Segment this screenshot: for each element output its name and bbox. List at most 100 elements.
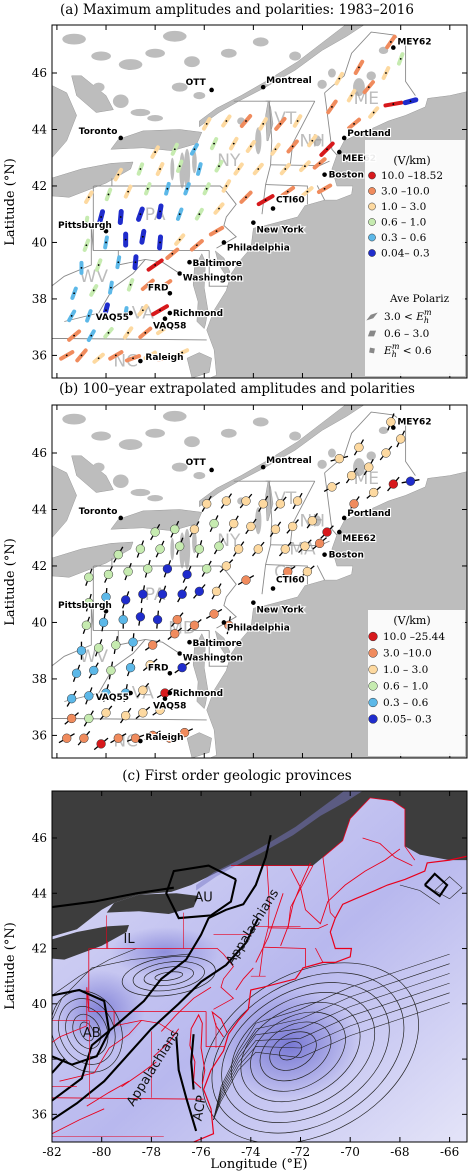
lat-tick-label: 44: [32, 122, 48, 136]
station-b: [106, 661, 116, 680]
amplitude-marker: [84, 691, 94, 701]
amplitude-marker: [288, 521, 298, 532]
amplitude-marker: [66, 694, 77, 704]
station-dot: [262, 122, 265, 125]
station-dot: [205, 187, 208, 190]
station-a: [104, 187, 113, 202]
small-lake: [112, 94, 129, 109]
contour-line: [79, 1021, 95, 1042]
city-marker: [103, 608, 109, 614]
lon-tick-label: -82: [42, 1145, 61, 1159]
station-a: [143, 350, 157, 361]
station-a: [123, 184, 133, 199]
contour-line: [213, 1002, 450, 1121]
station-a: [164, 181, 171, 196]
station-a: [102, 302, 110, 319]
city-marker: [260, 464, 266, 470]
amplitude-marker: [177, 589, 187, 599]
station-b: [239, 493, 253, 509]
station-b: [224, 616, 234, 635]
delaware-bay: [214, 630, 231, 657]
amplitude-marker: [334, 454, 344, 464]
station-a: [353, 59, 365, 75]
lake-ontario: [106, 893, 199, 914]
station-a: [132, 254, 139, 271]
amplitude-marker: [148, 640, 158, 650]
polariz-glyph: [369, 347, 375, 354]
station-a: [286, 139, 299, 154]
province-label: AU: [194, 891, 212, 906]
small-lake: [130, 108, 151, 117]
city-marker: [270, 586, 276, 591]
contour-line: [143, 966, 194, 987]
chesapeake-bay: [192, 253, 209, 330]
amplitude-marker: [152, 614, 163, 625]
station-dot: [193, 148, 196, 151]
city-label: VAQ55: [96, 313, 130, 323]
city-label: Toronto: [79, 127, 118, 137]
station-a: [89, 284, 99, 297]
small-lake: [62, 33, 86, 45]
amplitude-marker: [233, 544, 244, 554]
station-dot: [178, 238, 181, 241]
lon-tick-label: -80: [92, 1145, 111, 1159]
station-dot: [323, 187, 326, 190]
station-dot: [173, 148, 176, 151]
station-dot: [338, 77, 341, 80]
station-b: [150, 523, 161, 541]
station-b: [128, 633, 138, 652]
lon-tick-label: -74: [241, 1145, 261, 1159]
amplitude-marker: [79, 733, 89, 743]
station-a: [347, 117, 362, 131]
city-label: VAQ55: [96, 693, 130, 703]
city-label: Raleigh: [145, 733, 183, 743]
amplitude-marker: [96, 739, 106, 749]
station-dot: [213, 142, 215, 145]
lat-tick-label: 42: [32, 942, 47, 956]
lon-tick-label: -70: [341, 1145, 360, 1159]
city-label: FRD: [148, 663, 169, 673]
panel-a-legend: (V/km) 10.0 –18.52 3.0 –10.0 1.0 – 3.0 0.6 –…: [365, 140, 465, 376]
city-marker: [391, 45, 396, 50]
small-lake: [170, 157, 175, 181]
delaware-bay: [214, 250, 231, 277]
station-dot: [195, 244, 198, 247]
city-label: Montreal: [266, 76, 312, 86]
station-b: [209, 515, 219, 533]
station-b: [175, 537, 185, 555]
station-dot: [171, 252, 174, 255]
station-dot: [105, 309, 107, 312]
station-b: [174, 661, 190, 674]
province-boundary: [52, 834, 272, 1102]
station-b: [306, 513, 318, 529]
amplitude-marker: [138, 589, 148, 599]
station-dot: [134, 261, 137, 264]
small-lake: [255, 507, 262, 535]
city-label: Toronto: [79, 507, 118, 517]
city-label: MEE62: [342, 534, 376, 544]
legend-label: 1.0 – 3.0: [381, 201, 426, 213]
station-a: [70, 286, 78, 300]
station-dot: [245, 196, 247, 199]
city-marker: [251, 600, 256, 605]
amplitude-marker: [246, 521, 256, 532]
station-dot: [105, 241, 107, 244]
city-label: Boston: [329, 171, 364, 181]
station-a: [165, 247, 180, 260]
amplitude-marker: [253, 544, 263, 554]
legend-label: 0.04– 0.3: [381, 248, 430, 260]
station-b: [123, 562, 133, 581]
amplitude-marker: [66, 713, 77, 724]
amplitude-marker: [241, 496, 251, 506]
station-a: [175, 207, 184, 221]
station-a: [270, 142, 281, 156]
station-b: [64, 712, 79, 725]
station-b: [121, 591, 131, 609]
lat-tick-label: 46: [32, 446, 47, 460]
contour-line: [399, 884, 440, 905]
station-dot: [306, 190, 309, 193]
station-dot: [107, 331, 110, 334]
station-a: [396, 52, 405, 66]
